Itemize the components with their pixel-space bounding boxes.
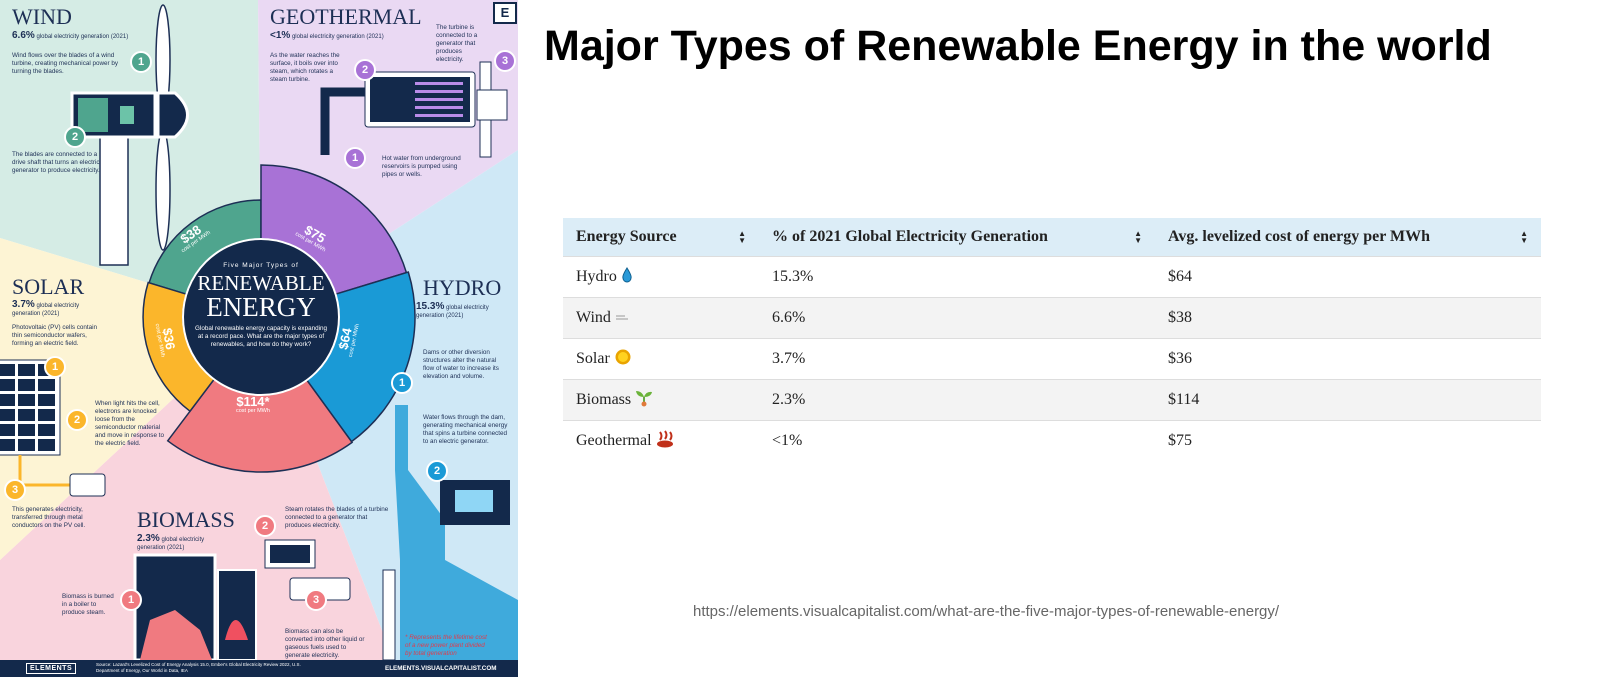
hydro-step-2-badge: 2 bbox=[426, 460, 448, 482]
column-header-source[interactable]: Energy Source ▲ ▼ bbox=[563, 218, 759, 257]
solar-step-2-badge: 2 bbox=[66, 409, 88, 431]
solar-title: SOLAR bbox=[12, 274, 85, 299]
solar-step-3-badge: 3 bbox=[4, 479, 26, 501]
column-header-pct[interactable]: % of 2021 Global Electricity Generation ▲… bbox=[759, 218, 1155, 257]
cell-pct: 2.3% bbox=[759, 379, 1155, 421]
infographic-footer: ELEMENTS Source: Lazard's Levelized Cost… bbox=[0, 660, 518, 677]
cell-source: Hydro bbox=[563, 256, 759, 298]
geothermal-plant-illustration bbox=[320, 61, 508, 158]
hydro-step-2: Water flows through the dam, generating … bbox=[423, 414, 508, 445]
cell-cost: $36 bbox=[1155, 338, 1541, 380]
solar-step-2: When light hits the cell, electrons are … bbox=[95, 400, 164, 447]
cell-source: Solar bbox=[563, 338, 759, 380]
center-description: Global renewable energy capacity is expa… bbox=[195, 325, 327, 348]
center-circle bbox=[182, 238, 340, 396]
cell-source: Wind bbox=[563, 297, 759, 339]
geothermal-step-1: Hot water from underground reservoirs is… bbox=[382, 155, 461, 178]
renewable-energy-infographic: E WIND 6.6% global electricity generatio… bbox=[0, 0, 518, 677]
sort-icon[interactable]: ▲ ▼ bbox=[738, 229, 746, 245]
table-header-row: Energy Source ▲ ▼ % of 2021 Global Electri… bbox=[563, 218, 1541, 257]
cell-source: Biomass bbox=[563, 379, 759, 421]
wind-step-2-badge: 2 bbox=[64, 126, 86, 148]
solar-step-3: This generates electricity, transferred … bbox=[12, 506, 86, 529]
solar-share: 3.7% global electricity generation (2021… bbox=[12, 299, 80, 318]
wind-share: 6.6% global electricity generation (2021… bbox=[12, 30, 129, 41]
cell-cost: $75 bbox=[1155, 420, 1541, 461]
table-row: Solar 3.7% $36 bbox=[563, 338, 1541, 380]
biomass-step-3: Biomass can also be converted into other… bbox=[285, 628, 365, 659]
cell-pct: <1% bbox=[759, 420, 1155, 461]
hydro-title: HYDRO bbox=[423, 275, 502, 300]
wind-icon bbox=[615, 309, 631, 327]
wind-turbine-illustration bbox=[70, 4, 189, 266]
geothermal-step-3-badge: 3 bbox=[494, 50, 516, 72]
wind-step-1-badge: 1 bbox=[130, 51, 152, 73]
hydro-step-1-badge: 1 bbox=[391, 372, 413, 394]
cell-cost: $114 bbox=[1155, 379, 1541, 421]
biomass-step-2: Steam rotates the blades of a turbine co… bbox=[285, 506, 389, 529]
cell-source: Geothermal bbox=[563, 420, 759, 461]
hydro-step-1: Dams or other diversion structures alter… bbox=[423, 349, 499, 380]
sort-icon[interactable]: ▲ ▼ bbox=[1134, 229, 1142, 245]
hydro-dam-illustration bbox=[395, 405, 518, 677]
page-title: Major Types of Renewable Energy in the w… bbox=[544, 22, 1492, 70]
center-kicker: Five Major Types of bbox=[223, 262, 299, 269]
sort-icon[interactable]: ▲ ▼ bbox=[1520, 229, 1528, 245]
biomass-cost-label: $114* cost per MWh bbox=[236, 394, 270, 414]
cell-pct: 3.7% bbox=[759, 338, 1155, 380]
seedling-icon bbox=[635, 389, 653, 412]
cell-cost: $38 bbox=[1155, 297, 1541, 339]
source-url[interactable]: https://elements.visualcapitalist.com/wh… bbox=[693, 603, 1280, 620]
wind-step-2: The blades are connected to a drive shaf… bbox=[12, 151, 100, 174]
biomass-share: 2.3% global electricity generation (2021… bbox=[137, 533, 205, 552]
hot-springs-icon bbox=[656, 429, 674, 453]
table-row: Biomass 2.3% $114 bbox=[563, 379, 1541, 421]
geothermal-title: GEOTHERMAL bbox=[270, 4, 422, 29]
biomass-step-1-badge: 1 bbox=[120, 589, 142, 611]
column-header-cost[interactable]: Avg. levelized cost of energy per MWh ▲ ▼ bbox=[1155, 218, 1541, 257]
biomass-title: BIOMASS bbox=[137, 507, 235, 532]
cell-pct: 15.3% bbox=[759, 256, 1155, 298]
energy-table: Energy Source ▲ ▼ % of 2021 Global Electri… bbox=[563, 218, 1541, 461]
biomass-step-2-badge: 2 bbox=[254, 515, 276, 537]
cell-pct: 6.6% bbox=[759, 297, 1155, 339]
droplet-icon bbox=[621, 266, 633, 288]
geothermal-step-2-badge: 2 bbox=[354, 59, 376, 81]
solar-step-1: Photovoltaic (PV) cells contain thin sem… bbox=[12, 324, 98, 347]
geothermal-step-3: The turbine is connected to a generator … bbox=[436, 24, 478, 63]
wind-step-1: Wind flows over the blades of a wind tur… bbox=[12, 52, 119, 75]
geothermal-step-1-badge: 1 bbox=[344, 147, 366, 169]
center-title-line1: RENEWABLE bbox=[197, 271, 325, 295]
biomass-step-1: Biomass is burned in a boiler to produce… bbox=[62, 593, 114, 616]
geothermal-step-2: As the water reaches the surface, it boi… bbox=[270, 52, 340, 83]
cost-footnote: * Represents the lifetime cost of a new … bbox=[405, 634, 487, 657]
hydro-share: 15.3% global electricity generation (202… bbox=[416, 301, 489, 320]
table-row: Hydro 15.3% $64 bbox=[563, 256, 1541, 298]
source-text: Source: Lazard's Levelized Cost of Energ… bbox=[96, 662, 301, 673]
logo-badge: E bbox=[493, 2, 517, 24]
cell-cost: $64 bbox=[1155, 256, 1541, 298]
site-name: ELEMENTS.VISUALCAPITALIST.COM bbox=[385, 665, 497, 672]
center-title-line2: ENERGY bbox=[206, 292, 316, 322]
biomass-step-3-badge: 3 bbox=[305, 589, 327, 611]
center-heading: Five Major Types of RENEWABLE ENERGY Glo… bbox=[185, 262, 337, 349]
infographic-artwork bbox=[0, 0, 518, 677]
elements-logo: ELEMENTS bbox=[26, 663, 77, 674]
sun-icon bbox=[614, 348, 632, 371]
table-row: Geothermal <1% $75 bbox=[563, 420, 1541, 461]
geothermal-share: <1% global electricity generation (2021) bbox=[270, 30, 384, 41]
table-row: Wind 6.6% $38 bbox=[563, 297, 1541, 339]
solar-step-1-badge: 1 bbox=[44, 356, 66, 378]
wind-title: WIND bbox=[12, 4, 72, 29]
